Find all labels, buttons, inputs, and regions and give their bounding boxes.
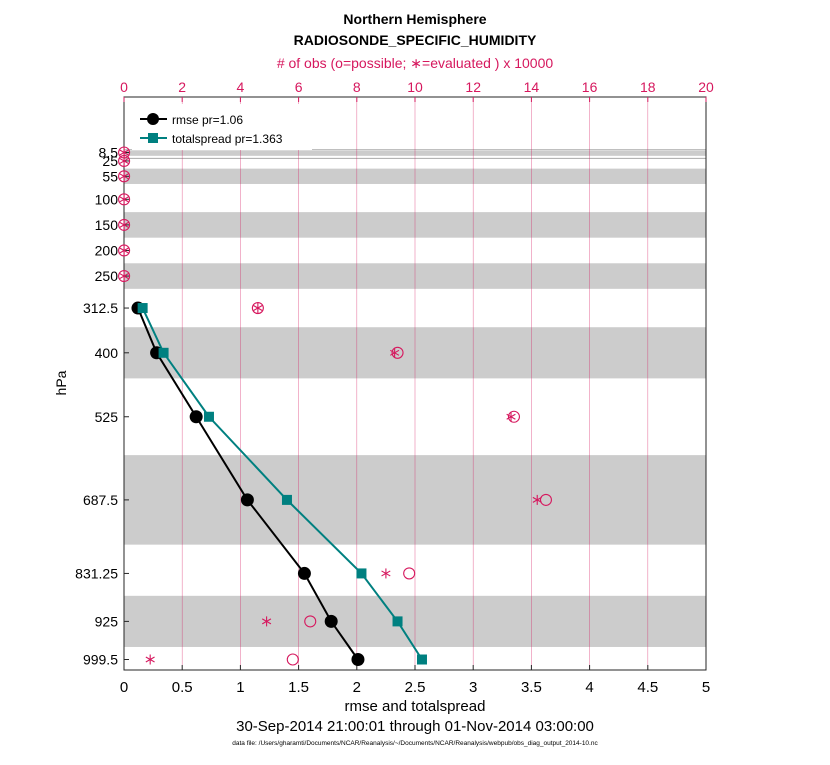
y-tick-label: 55: [102, 168, 118, 184]
x-tick-label: 3: [469, 679, 477, 696]
rmse-point: [351, 653, 365, 667]
x-tick-label: 4: [585, 679, 593, 696]
x-tick-label: 5: [702, 679, 710, 696]
legend-rmse-label: rmse pr=1.06: [172, 113, 243, 127]
legend: rmse pr=1.06 totalspread pr=1.363: [132, 104, 312, 150]
top-tick-label: 18: [640, 79, 656, 95]
obs-possible-point: [391, 346, 404, 359]
legend-totalspread-label: totalspread pr=1.363: [172, 132, 283, 146]
obs-evaluated-point: [119, 194, 129, 205]
y-tick-label: 25: [102, 153, 118, 169]
totalspread-point: [281, 494, 292, 505]
y-tick-label: 525: [95, 409, 119, 425]
top-tick-label: 0: [120, 79, 128, 95]
y-tick-label: 250: [95, 268, 119, 284]
x-tick-label: 1.5: [288, 679, 309, 696]
x-tick-label: 0: [120, 679, 128, 696]
x-tick-label: 2.5: [405, 679, 426, 696]
x-tick-label: 1: [236, 679, 244, 696]
legend-rmse-marker: [147, 113, 159, 125]
obs-evaluated-point: [119, 171, 129, 182]
y-tick-label: 8.5: [99, 145, 119, 161]
obs-evaluated-point: [119, 219, 129, 230]
rmse-point: [189, 410, 203, 424]
y-tick-label: 999.5: [83, 652, 118, 668]
rmse-point: [240, 493, 254, 507]
date-range-label: 30-Sep-2014 21:00:01 through 01-Nov-2014…: [236, 718, 594, 735]
totalspread-point: [158, 347, 169, 358]
x-tick-label: 4.5: [637, 679, 658, 696]
y-tick-label: 400: [95, 345, 119, 361]
obs-possible-point: [403, 567, 416, 580]
obs-possible-point: [118, 218, 131, 231]
top-axis-label: # of obs (o=possible; ∗=evaluated ) x 10…: [277, 55, 554, 71]
totalspread-point: [416, 654, 427, 665]
chart-title-line2: RADIOSONDE_SPECIFIC_HUMIDITY: [294, 32, 537, 48]
x-axis-label: rmse and totalspread: [345, 698, 486, 715]
y-tick-label: 312.5: [83, 300, 118, 316]
y-tick-label: 100: [95, 191, 119, 207]
top-tick-label: 2: [178, 79, 186, 95]
obs-possible-point: [539, 493, 553, 506]
obs-evaluated-point: [145, 654, 155, 665]
chart-title-line1: Northern Hemisphere: [343, 11, 486, 27]
series-markers: [131, 301, 427, 667]
footnote: data file: /Users/gharamti/Documents/NCA…: [232, 740, 598, 747]
obs-possible-point: [118, 170, 131, 183]
legend-totalspread-marker: [148, 133, 158, 143]
obs-counts: [118, 146, 553, 666]
obs-evaluated-point: [381, 568, 391, 579]
y-tick-label: 925: [95, 613, 119, 629]
obs-possible-point: [507, 410, 520, 423]
top-tick-label: 4: [237, 79, 245, 95]
obs-evaluated-point: [119, 147, 129, 158]
obs-possible-point: [118, 193, 131, 206]
totalspread-point: [137, 303, 148, 314]
obs-evaluated-point: [390, 347, 400, 358]
top-tick-label: 12: [465, 79, 481, 95]
top-tick-label: 8: [353, 79, 361, 95]
obs-evaluated-point: [119, 155, 129, 166]
obs-evaluated-point: [253, 303, 263, 314]
obs-possible-point: [286, 653, 299, 666]
top-tick-label: 20: [698, 79, 714, 95]
obs-evaluated-point: [506, 411, 516, 422]
totalspread-point: [203, 411, 214, 422]
y-axis-label: hPa: [53, 370, 69, 395]
obs-possible-point: [118, 270, 131, 283]
obs-possible-point: [304, 615, 317, 628]
y-tick-label: 150: [95, 217, 119, 233]
obs-evaluated-point: [119, 245, 129, 256]
top-tick-label: 6: [295, 79, 303, 95]
axis-ticks: 0 0.5 1 1.5 2 2.5 3 3.5 4 4.5 5 0 2 4 6 8 10 12 14 16 18 20 8.…: [75, 79, 714, 696]
obs-possible-point: [118, 244, 131, 257]
obs-evaluated-point: [119, 271, 129, 282]
top-tick-label: 10: [407, 79, 423, 95]
top-tick-label: 16: [582, 79, 598, 95]
obs-evaluated-point: [261, 616, 272, 627]
x-tick-label: 2: [353, 679, 361, 696]
y-tick-label: 687.5: [83, 492, 118, 508]
rmse-point: [297, 566, 311, 580]
y-tick-label: 200: [95, 242, 119, 258]
obs-evaluated-point: [532, 494, 542, 505]
legend-box: [132, 104, 312, 150]
totalspread-point: [392, 616, 403, 627]
top-tick-label: 14: [524, 79, 540, 95]
x-tick-label: 3.5: [521, 679, 542, 696]
x-tick-label: 0.5: [172, 679, 193, 696]
y-tick-label: 831.25: [75, 565, 118, 581]
obs-possible-point: [251, 301, 264, 315]
rmse-point: [324, 614, 338, 628]
totalspread-point: [356, 568, 367, 579]
